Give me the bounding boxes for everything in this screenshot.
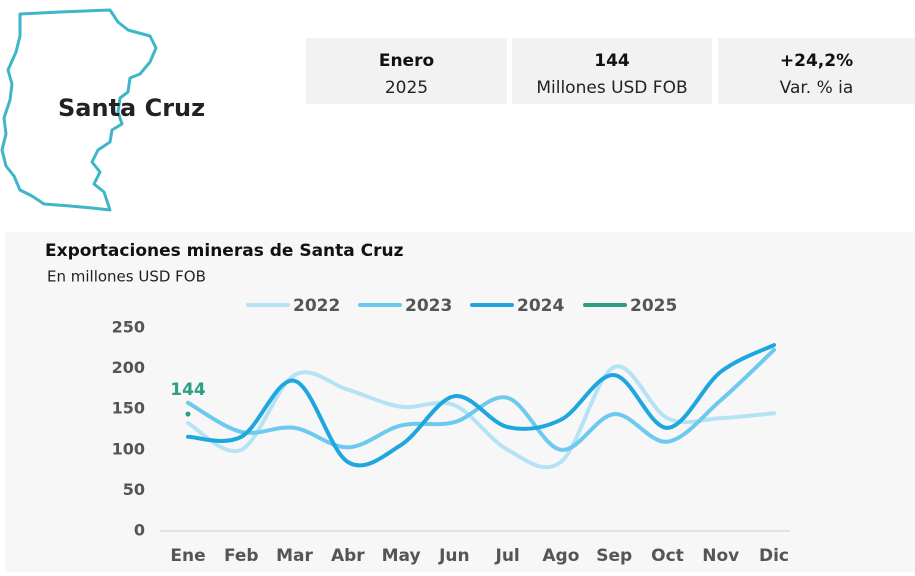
kpi-box [718, 38, 915, 104]
region-title: Santa Cruz [58, 94, 205, 122]
x-tick-label: Jun [438, 546, 470, 566]
x-tick-label: May [382, 546, 421, 566]
kpi-bottom: Millones USD FOB [536, 78, 687, 98]
y-tick-label: 250 [112, 318, 145, 337]
map-outline [0, 8, 158, 212]
x-tick-label: Ago [542, 546, 579, 566]
x-tick-label: Abr [331, 546, 365, 566]
kpi-bottom: Var. % ia [780, 78, 854, 98]
kpi-box [512, 38, 712, 104]
plot: 0 50 100 150 200 250 Ene Feb Mar Abr May Jun Jul Ago S… [112, 296, 790, 566]
legend-label: 2024 [517, 296, 564, 316]
series-line [186, 347, 776, 452]
x-tick-label: Dic [759, 546, 789, 566]
y-tick-label: 150 [112, 399, 145, 418]
kpi-top: +24,2% [780, 51, 853, 71]
x-tick-label: Nov [702, 546, 739, 566]
kpi-box [306, 38, 507, 104]
x-tick-label: Sep [596, 546, 632, 566]
y-tick-label: 0 [134, 521, 145, 540]
x-tick-label: Ene [170, 546, 205, 566]
y-tick-label: 200 [112, 358, 145, 377]
chart-title: Exportaciones mineras de Santa Cruz [45, 241, 404, 261]
kpi-top: Enero [379, 51, 434, 71]
kpi-top: 144 [594, 51, 630, 71]
kpi-bottom: 2025 [385, 78, 428, 98]
y-tick-label: 100 [112, 439, 145, 458]
legend-label: 2022 [293, 296, 340, 316]
series-point [185, 411, 191, 417]
chart-panel [5, 232, 915, 572]
x-tick-label: Jul [495, 546, 520, 566]
y-tick-label: 50 [123, 480, 145, 499]
x-tick-label: Mar [276, 546, 313, 566]
kpi-row: Enero 2025 144 Millones USD FOB +24,2% Var. %… [306, 38, 915, 104]
x-tick-label: Feb [224, 546, 259, 566]
data-label: 144 [170, 380, 206, 400]
x-tick-label: Oct [651, 546, 684, 566]
series-line [186, 343, 776, 468]
chart-subtitle: En millones USD FOB [47, 268, 206, 286]
legend-label: 2025 [630, 296, 677, 316]
legend-label: 2023 [405, 296, 452, 316]
